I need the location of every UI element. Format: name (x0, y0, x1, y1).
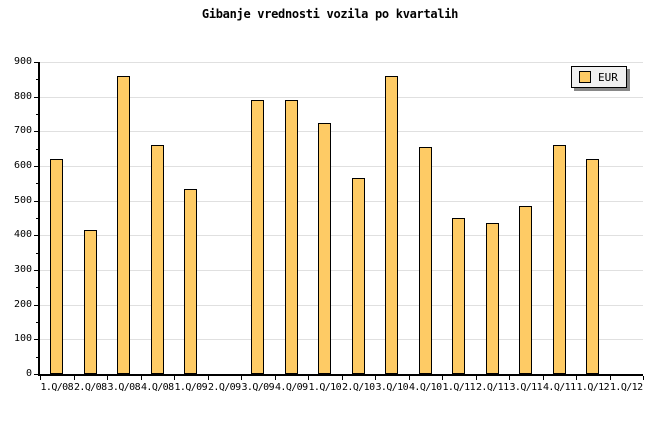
x-axis-tick (241, 376, 242, 380)
y-axis-major-tick (34, 131, 40, 133)
bar (117, 76, 131, 374)
bar (586, 159, 600, 374)
x-axis-tick (140, 376, 142, 380)
gridline (40, 304, 643, 306)
x-axis-tick-label: 2.Q/08 (73, 382, 107, 393)
y-axis-major-tick (34, 96, 40, 98)
x-axis-tick (475, 376, 477, 380)
x-axis-tick-label: 1.Q/12 (576, 382, 610, 393)
y-axis-tick-label: 800 (13, 90, 32, 102)
x-axis-tick-label: 1.Q/09 (174, 382, 208, 393)
bar (318, 123, 332, 374)
bar (284, 100, 298, 374)
gridline (40, 62, 643, 63)
bar (552, 145, 566, 374)
y-axis-tick-label: 500 (13, 194, 32, 206)
x-axis-tick-label: 2.Q/11 (475, 382, 509, 393)
y-axis-major-tick (34, 339, 40, 341)
y-axis-tick-label: 200 (13, 298, 32, 310)
x-axis-tick (308, 376, 309, 380)
y-axis-tick-label: 600 (13, 160, 32, 171)
gridline (40, 96, 643, 98)
legend-series-swatch-icon (579, 71, 591, 83)
gridline (40, 166, 643, 167)
y-axis-tick-label: 0 (25, 368, 32, 379)
gridline (40, 200, 643, 202)
y-axis-major-tick (34, 235, 40, 237)
x-axis-tick (274, 376, 276, 380)
x-axis-tick (73, 376, 75, 380)
chart-title: Gibanje vrednosti vozila po kvartalih (201, 7, 459, 21)
x-axis-tick (643, 376, 644, 380)
x-axis-tick-label: 1.Q/10 (308, 382, 342, 393)
bar (50, 159, 64, 374)
legend: EUR (571, 66, 627, 88)
x-axis-line (38, 374, 643, 376)
x-axis-tick-label: 4.Q/08 (140, 382, 174, 393)
x-axis-tick-label: 2.Q/09 (207, 382, 241, 393)
y-axis-major-tick (34, 200, 40, 202)
x-axis-tick (509, 376, 510, 380)
x-axis-tick-label: 3.Q/11 (509, 382, 543, 393)
x-axis-tick-label: 3.Q/10 (375, 382, 409, 393)
x-axis-tick (40, 376, 41, 380)
x-axis-tick-label: 4.Q/09 (274, 382, 308, 393)
bar (452, 218, 466, 374)
x-axis-tick (375, 376, 376, 380)
legend-series-label: EUR (598, 70, 618, 84)
y-axis-major-tick (34, 166, 40, 167)
bar (83, 230, 97, 374)
gridline (40, 131, 643, 133)
x-axis-tick (174, 376, 175, 380)
y-axis-major-tick (34, 374, 40, 375)
bar (150, 145, 164, 374)
y-axis-tick-label: 400 (13, 229, 32, 241)
bar (485, 223, 499, 374)
bar (351, 178, 365, 374)
x-axis-tick (408, 376, 410, 380)
y-axis-tick-label: 300 (13, 264, 32, 275)
x-axis-tick-label: 1.Q/12 (609, 382, 643, 393)
x-axis-tick (542, 376, 544, 380)
x-axis-tick-label: 4.Q/11 (542, 382, 576, 393)
y-axis-line (38, 62, 40, 376)
x-axis-tick (609, 376, 611, 380)
y-axis-major-tick (34, 270, 40, 271)
x-axis-tick (442, 376, 443, 380)
x-axis-tick-label: 3.Q/08 (107, 382, 141, 393)
bar (519, 206, 533, 374)
bar (385, 76, 399, 374)
bar (251, 100, 265, 374)
x-axis-tick (107, 376, 108, 380)
gridline (40, 339, 643, 341)
x-axis-tick-label: 1.Q/11 (442, 382, 476, 393)
gridline (40, 270, 643, 271)
bar (184, 189, 198, 374)
x-axis-tick-label: 3.Q/09 (241, 382, 275, 393)
x-axis-tick-label: 4.Q/10 (408, 382, 442, 393)
x-axis-tick-label: 2.Q/10 (341, 382, 375, 393)
y-axis-tick-label: 700 (13, 125, 32, 137)
y-axis-major-tick (34, 304, 40, 306)
x-axis-tick (576, 376, 577, 380)
y-axis-tick-label: 900 (13, 56, 32, 67)
x-axis-tick-label: 1.Q/08 (40, 382, 74, 393)
y-axis-tick-label: 100 (13, 333, 32, 345)
gridline (40, 235, 643, 237)
y-axis-major-tick (34, 62, 40, 63)
x-axis-tick (341, 376, 343, 380)
x-axis-tick (207, 376, 209, 380)
bar (418, 147, 432, 374)
